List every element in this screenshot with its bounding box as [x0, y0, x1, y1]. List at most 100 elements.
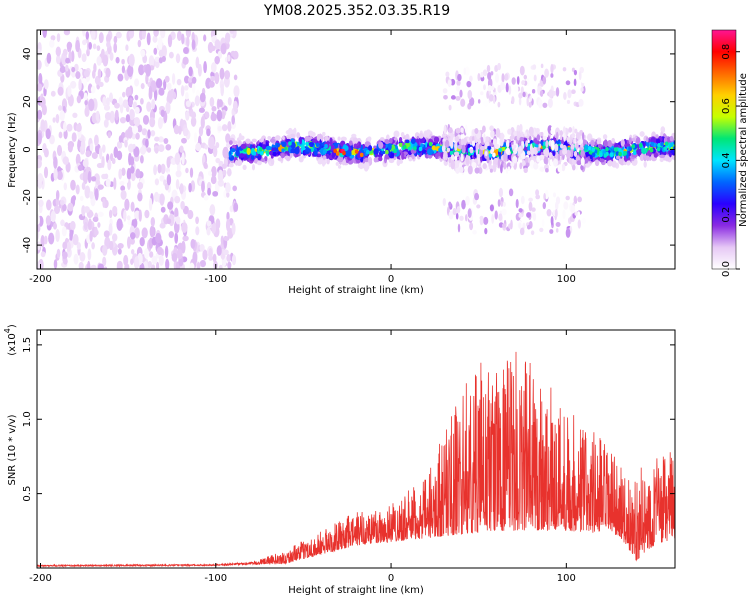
spectrogram-cell	[148, 85, 153, 95]
spectrogram-cell	[75, 184, 80, 195]
spectrogram-cell	[116, 260, 123, 269]
spectrogram-cell	[322, 155, 327, 160]
snr-multiplier-exp: 4	[3, 328, 12, 333]
spectrogram-cell	[523, 74, 528, 80]
spectrogram-cell	[484, 227, 488, 235]
spectrogram-cell	[85, 150, 91, 158]
spectrogram-x-tick-label: 100	[557, 274, 576, 285]
spectrogram-cell	[190, 116, 197, 127]
spectrogram-cell	[418, 146, 423, 152]
spectrogram-cell	[171, 252, 178, 262]
spectrogram-cell	[550, 215, 554, 226]
spectrogram-cell	[104, 111, 112, 121]
spectrogram-cell	[574, 211, 579, 216]
spectrogram-cell	[444, 139, 450, 148]
spectrogram-cell	[116, 141, 123, 149]
spectrogram-cell	[462, 137, 468, 146]
spectrogram-cell	[535, 127, 540, 134]
spectrogram-cell	[519, 65, 525, 76]
spectrogram-cell	[37, 59, 42, 70]
spectrogram-cell	[538, 143, 542, 148]
spectrogram-cell	[563, 132, 566, 142]
spectrogram-cell	[226, 191, 230, 198]
spectrogram-cell	[348, 140, 353, 146]
spectrogram-cell	[150, 130, 156, 137]
spectrogram-cell	[613, 147, 618, 152]
spectrogram-cell	[281, 141, 287, 148]
spectrogram-cell	[176, 162, 181, 173]
spectrogram-cell	[130, 249, 135, 255]
spectrogram-cell	[549, 158, 553, 166]
spectrogram-cell	[466, 80, 472, 88]
spectrogram-cell	[518, 208, 523, 213]
spectrogram-cell	[90, 176, 97, 182]
spectrogram-cell	[536, 134, 541, 141]
spectrogram-cell	[83, 69, 90, 78]
spectrogram-cell	[130, 232, 136, 240]
spectrogram-cell	[115, 56, 120, 64]
spectrogram-cell	[67, 202, 74, 212]
spectrogram-cell	[581, 218, 587, 224]
spectrogram-cell	[453, 160, 460, 169]
spectrogram-cell	[198, 30, 204, 33]
spectrogram-cell	[42, 30, 47, 38]
spectrogram-cell	[156, 261, 160, 269]
spectrogram-cell	[373, 148, 379, 156]
spectrogram-cell	[97, 68, 102, 79]
spectrogram-cell	[201, 180, 205, 193]
spectrogram-cell	[216, 245, 222, 256]
spectrogram-cell	[148, 197, 153, 211]
spectrogram-cell	[133, 117, 141, 127]
spectrogram-cell	[127, 64, 134, 78]
spectrogram-cell	[575, 131, 580, 140]
spectrogram-cell	[555, 139, 561, 145]
spectrogram-cell	[101, 144, 106, 153]
spectrogram-cell	[149, 225, 155, 238]
spectrogram-cell	[69, 229, 73, 241]
spectrogram-cell	[216, 109, 223, 122]
spectrogram-cell	[181, 240, 186, 254]
spectrogram-cell	[141, 30, 147, 40]
snr-x-ticks: -200 -100 0 100	[29, 330, 576, 584]
spectrogram-cell	[359, 152, 364, 158]
spectrogram-cell	[198, 107, 205, 113]
spectrogram-cell	[225, 218, 231, 232]
spectrogram-cell	[43, 235, 48, 245]
spectrogram-cell	[516, 75, 520, 85]
snr-marks	[37, 351, 675, 568]
spectrogram-cell	[519, 227, 525, 236]
spectrogram-cell	[599, 152, 603, 157]
spectrogram-cell	[483, 84, 486, 91]
spectrogram-cell	[129, 108, 134, 116]
spectrogram-cell	[96, 45, 101, 51]
spectrogram-cell	[208, 80, 215, 88]
spectrogram-cell	[55, 190, 60, 200]
spectrogram-cell	[178, 125, 182, 135]
spectrogram-cell	[55, 229, 60, 242]
spectrogram-cell	[45, 128, 51, 140]
spectrogram-cell	[117, 73, 124, 82]
spectrogram-cell	[67, 85, 72, 97]
spectrogram-cell	[160, 109, 165, 117]
spectrogram-cell	[510, 219, 513, 230]
spectrogram-cell	[460, 127, 464, 133]
spectrogram-cell	[401, 151, 405, 160]
spectrogram-cell	[48, 232, 55, 245]
spectrogram-cell	[597, 143, 602, 149]
spectrogram-cell	[95, 179, 101, 186]
spectrogram-cell	[102, 245, 108, 256]
spectrogram-cell	[117, 243, 124, 249]
spectrogram-cell	[126, 167, 132, 181]
spectrogram-cell	[103, 119, 109, 128]
chart-title: YM08.2025.352.03.35.R19	[263, 3, 450, 19]
spectrogram-cell	[456, 206, 461, 214]
spectrogram-cell	[189, 262, 195, 269]
spectrogram-cell	[149, 251, 154, 258]
spectrogram-y-tick-label: 40	[22, 48, 33, 61]
spectrogram-cell	[464, 66, 470, 76]
spectrogram-cell	[108, 222, 113, 236]
spectrogram-x-tick-label: -100	[204, 274, 227, 285]
spectrogram-cell	[486, 64, 491, 73]
spectrogram-cell	[502, 201, 506, 207]
spectrogram-cell	[102, 96, 107, 107]
